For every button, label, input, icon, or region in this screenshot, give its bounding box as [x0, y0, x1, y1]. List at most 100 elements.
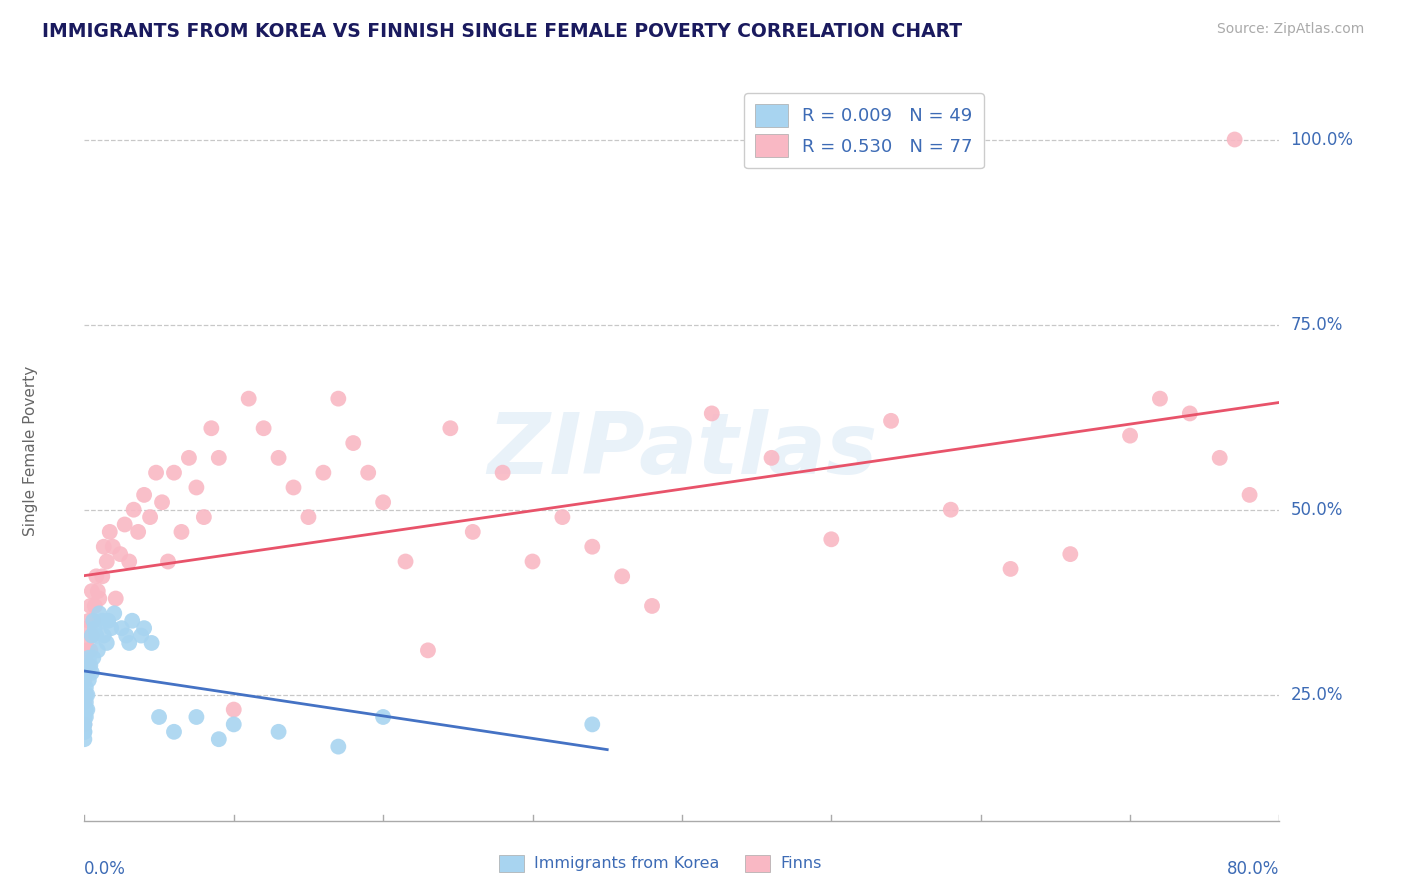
Point	[79, 643, 101, 657]
Text: 100.0%: 100.0%	[1291, 130, 1354, 148]
Point	[80, 628, 103, 642]
Point	[581, 540, 603, 554]
Point	[177, 450, 200, 465]
Point	[328, 739, 350, 754]
Point	[118, 554, 141, 569]
Point	[312, 466, 335, 480]
Point	[342, 436, 364, 450]
Text: Finns: Finns	[780, 856, 821, 871]
Point	[193, 510, 215, 524]
Point	[150, 495, 173, 509]
Point	[820, 533, 842, 547]
Point	[87, 643, 110, 657]
Point	[75, 710, 97, 724]
Point	[208, 732, 231, 747]
Point	[75, 703, 97, 717]
Point	[83, 599, 105, 613]
Point	[122, 502, 145, 516]
Point	[103, 607, 125, 621]
Point	[91, 614, 114, 628]
Point	[492, 466, 515, 480]
Text: Source: ZipAtlas.com: Source: ZipAtlas.com	[1216, 22, 1364, 37]
Point	[132, 621, 156, 635]
Point	[100, 621, 122, 635]
Point	[73, 703, 96, 717]
Text: ZIPatlas: ZIPatlas	[486, 409, 877, 492]
Point	[118, 636, 141, 650]
Point	[222, 703, 245, 717]
Point	[73, 717, 96, 731]
Point	[96, 554, 118, 569]
Point	[80, 628, 103, 642]
Point	[111, 621, 134, 635]
Point	[96, 636, 118, 650]
Point	[1223, 132, 1246, 146]
Point	[77, 650, 100, 665]
Point	[73, 710, 96, 724]
Point	[76, 703, 98, 717]
Point	[416, 643, 439, 657]
Point	[75, 636, 97, 650]
Point	[98, 524, 121, 539]
Text: 80.0%: 80.0%	[1227, 860, 1279, 878]
Point	[87, 584, 110, 599]
Point	[1209, 450, 1232, 465]
Point	[700, 407, 723, 421]
Point	[222, 717, 245, 731]
Point	[170, 524, 193, 539]
Point	[551, 510, 574, 524]
Point	[761, 450, 783, 465]
Point	[208, 450, 231, 465]
Text: 75.0%: 75.0%	[1291, 316, 1343, 334]
Point	[76, 688, 98, 702]
Point	[145, 466, 167, 480]
Point	[394, 554, 416, 569]
Point	[73, 724, 96, 739]
Point	[75, 695, 97, 709]
Point	[89, 607, 111, 621]
Point	[129, 628, 152, 642]
Text: IMMIGRANTS FROM KOREA VS FINNISH SINGLE FEMALE POVERTY CORRELATION CHART: IMMIGRANTS FROM KOREA VS FINNISH SINGLE …	[42, 22, 962, 41]
Point	[73, 710, 96, 724]
Point	[82, 614, 104, 628]
Point	[115, 628, 138, 642]
Point	[77, 658, 100, 673]
Point	[328, 392, 350, 406]
Point	[163, 466, 186, 480]
Point	[73, 724, 96, 739]
Point	[76, 621, 98, 635]
Point	[127, 524, 149, 539]
Point	[73, 717, 96, 731]
Point	[641, 599, 664, 613]
Point	[121, 614, 143, 628]
Point	[86, 628, 108, 642]
Point	[373, 710, 395, 724]
Point	[80, 665, 103, 680]
Point	[132, 488, 156, 502]
Point	[267, 724, 290, 739]
Point	[86, 569, 108, 583]
Point	[186, 710, 208, 724]
Legend: R = 0.009   N = 49, R = 0.530   N = 77: R = 0.009 N = 49, R = 0.530 N = 77	[745, 93, 984, 169]
Point	[75, 658, 97, 673]
Point	[880, 414, 903, 428]
Point	[75, 688, 97, 702]
Text: 50.0%: 50.0%	[1291, 500, 1343, 518]
Point	[93, 628, 115, 642]
Point	[80, 584, 103, 599]
Point	[238, 392, 260, 406]
Point	[157, 554, 180, 569]
Point	[357, 466, 380, 480]
Point	[283, 480, 305, 494]
Point	[73, 717, 96, 731]
Point	[76, 665, 98, 680]
Point	[75, 688, 97, 702]
Point	[139, 510, 162, 524]
Text: 25.0%: 25.0%	[1291, 686, 1343, 704]
Point	[163, 724, 186, 739]
Point	[939, 502, 962, 516]
Point	[1059, 547, 1081, 561]
Point	[75, 681, 97, 695]
Point	[77, 673, 100, 687]
Point	[200, 421, 222, 435]
